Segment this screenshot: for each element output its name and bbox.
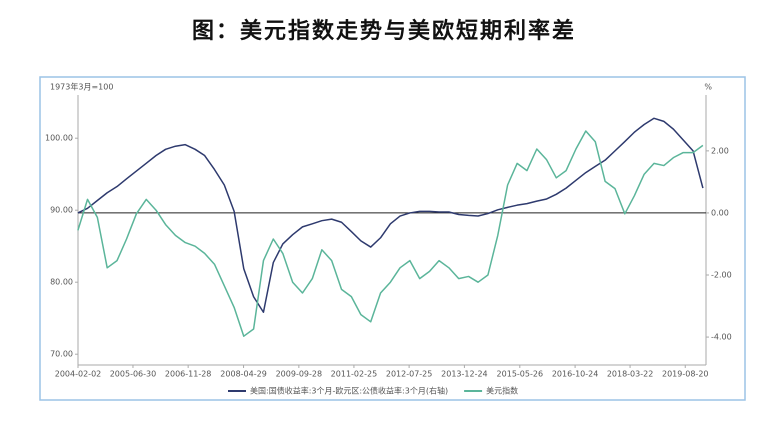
x-tick-label: 2016-10-24 — [552, 370, 599, 379]
x-tick-label: 2012-07-25 — [386, 370, 433, 379]
y-tick-label: 80.00 — [50, 278, 73, 287]
legend-label: 美元指数 — [486, 386, 518, 396]
x-tick-label: 2013-12-24 — [441, 370, 488, 379]
x-tick-label: 2019-08-20 — [662, 370, 709, 379]
series-line — [77, 130, 704, 337]
x-tick-label: 2006-11-28 — [165, 370, 212, 379]
x-tick-label: 2018-03-22 — [607, 370, 654, 379]
x-tick-label: 2008-04-29 — [220, 370, 267, 379]
x-tick-label: 2009-09-28 — [276, 370, 323, 379]
y2-tick-label: -4.00 — [711, 333, 732, 342]
y2-tick-label: -2.00 — [711, 271, 732, 280]
y-axis-label: 1973年3月=100 — [50, 82, 113, 92]
x-tick-label: 2011-02-25 — [331, 370, 378, 379]
x-tick-label: 2004-02-02 — [55, 370, 102, 379]
x-tick-label: 2015-05-26 — [497, 370, 544, 379]
y-tick-label: 90.00 — [50, 206, 73, 215]
x-tick-label: 2005-06-30 — [110, 370, 157, 379]
y-tick-label: 70.00 — [50, 350, 73, 359]
chart-title: 图：美元指数走势与美欧短期利率差 — [192, 18, 576, 43]
y2-tick-label: 0.00 — [711, 208, 729, 217]
y-tick-label: 100.00 — [45, 134, 73, 143]
legend-label: 美国:国债收益率:3个月-欧元区:公债收益率:3个月(右轴) — [250, 386, 448, 396]
y2-tick-label: 2.00 — [711, 146, 729, 155]
y2-axis-label: % — [704, 83, 712, 92]
series-line — [77, 117, 704, 313]
chart-frame — [39, 76, 746, 401]
